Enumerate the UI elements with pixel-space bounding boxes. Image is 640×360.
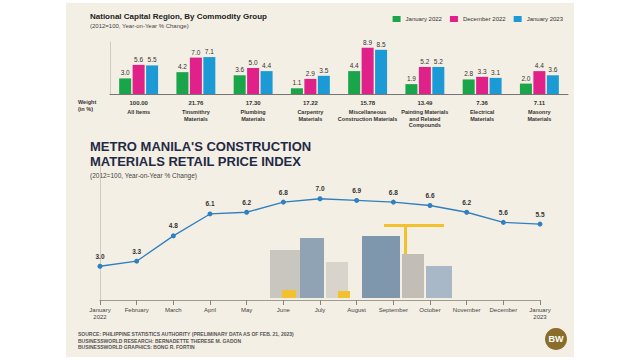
svg-text:5.2: 5.2 <box>434 58 443 65</box>
svg-text:Masonry: Masonry <box>528 109 552 115</box>
svg-text:January: January <box>529 307 550 313</box>
svg-text:April: April <box>204 307 216 313</box>
svg-text:1.1: 1.1 <box>292 79 301 86</box>
svg-text:3.0: 3.0 <box>95 253 104 260</box>
svg-text:17.22: 17.22 <box>303 100 319 106</box>
svg-text:7.1: 7.1 <box>205 48 214 55</box>
svg-text:3.5: 3.5 <box>319 67 328 74</box>
svg-text:8.9: 8.9 <box>363 39 372 46</box>
svg-text:Painting Materials: Painting Materials <box>401 109 448 115</box>
svg-text:2.9: 2.9 <box>306 70 315 77</box>
svg-text:Plumbing: Plumbing <box>241 109 266 115</box>
svg-text:MATERIALS RETAIL PRICE INDEX: MATERIALS RETAIL PRICE INDEX <box>90 154 301 169</box>
svg-text:Materials: Materials <box>298 116 322 122</box>
svg-text:METRO MANILA'S CONSTRUCTION: METRO MANILA'S CONSTRUCTION <box>90 139 311 154</box>
svg-text:BUSINESSWORLD RESEARCH: BERNAD: BUSINESSWORLD RESEARCH: BERNADETTE THERE… <box>78 338 241 344</box>
svg-text:7.36: 7.36 <box>476 100 488 106</box>
svg-text:Construction Materials: Construction Materials <box>338 116 398 122</box>
svg-text:3.1: 3.1 <box>491 69 500 76</box>
svg-text:2023: 2023 <box>533 314 547 320</box>
svg-text:SOURCE: PHILIPPINE STATISTICS: SOURCE: PHILIPPINE STATISTICS AUTHORITY … <box>78 331 294 337</box>
svg-text:5.6: 5.6 <box>499 209 508 216</box>
svg-text:6.9: 6.9 <box>352 187 361 194</box>
svg-text:3.3: 3.3 <box>478 68 487 75</box>
svg-text:6.2: 6.2 <box>242 199 251 206</box>
svg-text:Miscellaneous: Miscellaneous <box>349 109 387 115</box>
svg-text:Compounds: Compounds <box>409 122 441 128</box>
svg-text:6.6: 6.6 <box>425 192 434 199</box>
svg-text:3.6: 3.6 <box>235 66 244 73</box>
svg-text:Carpentry: Carpentry <box>297 109 324 115</box>
svg-text:Materials: Materials <box>241 116 265 122</box>
svg-text:6.8: 6.8 <box>389 189 398 196</box>
svg-text:All Items: All Items <box>127 109 150 115</box>
svg-text:3.6: 3.6 <box>548 66 557 73</box>
svg-text:January 2023: January 2023 <box>527 16 564 22</box>
svg-text:October: October <box>419 307 440 313</box>
svg-text:4.4: 4.4 <box>350 62 359 69</box>
svg-text:5.6: 5.6 <box>134 56 143 63</box>
svg-text:15.78: 15.78 <box>360 100 376 106</box>
svg-text:and Related: and Related <box>409 116 440 122</box>
svg-text:BW: BW <box>549 334 564 344</box>
svg-text:8.5: 8.5 <box>377 41 386 48</box>
svg-text:21.76: 21.76 <box>188 100 204 106</box>
svg-text:November: November <box>453 307 481 313</box>
svg-text:(2012=100, Year-on-Year % Chan: (2012=100, Year-on-Year % Change) <box>90 172 197 180</box>
svg-text:September: September <box>379 307 408 313</box>
svg-text:December: December <box>489 307 517 313</box>
svg-text:Tinsmithry: Tinsmithry <box>182 109 211 115</box>
svg-text:Materials: Materials <box>470 116 494 122</box>
svg-text:July: July <box>315 307 326 313</box>
svg-text:March: March <box>165 307 182 313</box>
svg-text:(2012=100, Year-on-Year % Chan: (2012=100, Year-on-Year % Change) <box>90 23 189 29</box>
svg-text:5.5: 5.5 <box>535 211 544 218</box>
svg-text:June: June <box>277 307 291 313</box>
svg-text:3.3: 3.3 <box>132 248 141 255</box>
svg-text:4.8: 4.8 <box>169 222 178 229</box>
svg-text:August: August <box>347 307 366 313</box>
svg-text:May: May <box>241 307 252 313</box>
svg-text:January 2022: January 2022 <box>406 16 443 22</box>
svg-text:2.0: 2.0 <box>521 75 530 82</box>
svg-text:3.0: 3.0 <box>121 69 130 76</box>
svg-text:Materials: Materials <box>184 116 208 122</box>
svg-text:4.2: 4.2 <box>178 63 187 70</box>
svg-text:Weight: Weight <box>78 99 96 105</box>
svg-text:100.00: 100.00 <box>129 100 148 106</box>
svg-text:5.0: 5.0 <box>249 59 258 66</box>
svg-text:4.4: 4.4 <box>535 62 544 69</box>
svg-text:Materials: Materials <box>527 116 551 122</box>
svg-text:4.4: 4.4 <box>262 62 271 69</box>
svg-text:1.9: 1.9 <box>407 75 416 82</box>
svg-text:Electrical: Electrical <box>470 109 495 115</box>
svg-text:5.2: 5.2 <box>420 58 429 65</box>
svg-text:BUSINESSWORLD GRAPHICS: BONG R: BUSINESSWORLD GRAPHICS: BONG R. FORTIN <box>78 344 195 350</box>
svg-text:6.2: 6.2 <box>462 199 471 206</box>
svg-text:2022: 2022 <box>93 314 107 320</box>
svg-text:6.1: 6.1 <box>205 200 214 207</box>
svg-text:7.0: 7.0 <box>315 185 324 192</box>
svg-text:13.49: 13.49 <box>417 100 433 106</box>
svg-text:February: February <box>125 307 149 313</box>
svg-text:7.0: 7.0 <box>191 49 200 56</box>
svg-text:(in %): (in %) <box>78 106 93 112</box>
svg-text:17.30: 17.30 <box>246 100 262 106</box>
svg-text:December 2022: December 2022 <box>463 16 506 22</box>
svg-text:7.11: 7.11 <box>534 100 546 106</box>
svg-text:6.8: 6.8 <box>279 189 288 196</box>
svg-text:2.8: 2.8 <box>464 70 473 77</box>
svg-text:5.5: 5.5 <box>148 56 157 63</box>
svg-text:January: January <box>89 307 110 313</box>
svg-text:National Capital Region, By Co: National Capital Region, By Commodity Gr… <box>90 12 267 21</box>
